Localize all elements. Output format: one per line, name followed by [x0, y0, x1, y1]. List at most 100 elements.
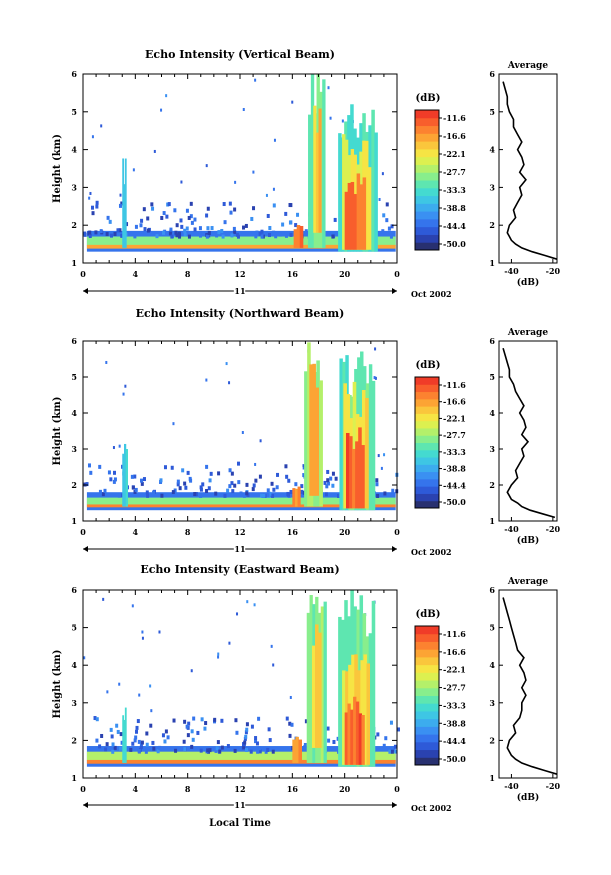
profile-xlabel: (dB) [517, 277, 539, 288]
echo-event-strip [366, 663, 371, 765]
profile-y-tick-label: 2 [489, 220, 495, 230]
clutter-cell [207, 230, 211, 235]
clutter-cell [111, 749, 115, 754]
echo-event-strip [122, 715, 125, 763]
clutter-cell [286, 491, 290, 496]
clutter-cell [285, 716, 289, 721]
clutter-cell [268, 738, 272, 743]
profile-x-tick-label: -20 [546, 781, 561, 791]
clutter-cell [393, 744, 397, 749]
clutter-cell [145, 490, 149, 495]
clutter-cell [242, 225, 246, 230]
clutter-cell [110, 734, 114, 739]
clutter-cell [264, 749, 268, 754]
echo-event-strip [350, 181, 355, 250]
echo-event-strip [350, 709, 354, 765]
colorbar-unit-label: (dB) [416, 93, 441, 104]
clutter-cell [232, 226, 236, 231]
date-bar-arrow-left [83, 546, 88, 552]
isolated-echo-cell [272, 187, 275, 191]
colorbar-frame [414, 625, 440, 766]
clutter-cell [105, 742, 109, 747]
clutter-cell [289, 232, 293, 237]
clutter-cell [274, 234, 278, 239]
clutter-cell [150, 202, 154, 207]
isolated-echo-cell [138, 693, 141, 697]
clutter-cell [226, 488, 230, 493]
clutter-cell [260, 234, 264, 239]
echo-event-strip [298, 739, 302, 763]
echo-event-strip [125, 449, 128, 507]
clutter-cell [105, 232, 109, 237]
clutter-cell [334, 476, 338, 481]
y-tick-label: 3 [71, 444, 77, 454]
isolated-echo-cell [242, 107, 245, 111]
profile-x-tick-label: -40 [504, 781, 519, 791]
clutter-cell [266, 488, 270, 493]
colorbar-label: -27.7 [443, 430, 466, 440]
y-tick-label: 2 [71, 735, 77, 745]
clutter-cell [391, 488, 395, 493]
clutter-cell [139, 223, 143, 228]
clutter-cell [134, 224, 138, 229]
x-tick-label: 0 [80, 784, 86, 794]
clutter-cell [220, 745, 224, 750]
clutter-cell [98, 464, 102, 469]
colorbar-label: -11.6 [443, 380, 466, 390]
clutter-cell [258, 749, 262, 754]
clutter-cell [119, 746, 123, 751]
clutter-cell [185, 226, 189, 231]
clutter-cell [137, 739, 141, 744]
colorbar-swatch [415, 680, 439, 689]
date-label: Oct 2002 [411, 289, 452, 299]
y-axis-label: Height (km) [52, 134, 63, 203]
clutter-cell [331, 483, 335, 488]
clutter-cell [151, 740, 155, 745]
echo-event-strip [347, 182, 352, 250]
colorbar-label: -27.7 [443, 167, 466, 177]
clutter-cell [388, 749, 392, 754]
y-tick-label: 5 [71, 372, 77, 382]
clutter-cell [382, 213, 386, 218]
clutter-cell [223, 493, 227, 498]
isolated-echo-cell [122, 392, 125, 396]
clutter-cell [332, 739, 336, 744]
profile-title: Average [507, 577, 548, 587]
profile-y-tick-label: 6 [489, 585, 495, 595]
echo-event-strip [359, 184, 364, 250]
clutter-cell [300, 484, 304, 489]
clutter-cell [140, 218, 144, 223]
echo-event-strip [358, 713, 362, 765]
colorbar-swatch [415, 734, 439, 743]
clutter-cell [167, 202, 171, 207]
clutter-cell [237, 461, 241, 466]
isolated-echo-cell [131, 604, 134, 608]
echo-event-strip [323, 601, 327, 763]
x-axis-label: Local Time [209, 818, 271, 829]
clutter-cell [300, 489, 304, 494]
profile-title: Average [507, 328, 548, 338]
clutter-cell [113, 470, 117, 475]
clutter-cell [186, 733, 190, 738]
clutter-cell [188, 476, 192, 481]
clutter-cell [189, 214, 193, 219]
colorbar-swatch [415, 384, 439, 393]
clutter-cell [288, 733, 292, 738]
clutter-cell [133, 489, 137, 494]
colorbar-swatch [415, 471, 439, 480]
clutter-cell [181, 468, 185, 473]
clutter-cell [389, 720, 393, 725]
clutter-cell [290, 722, 294, 727]
echo-event-strip [293, 229, 298, 248]
clutter-cell [243, 736, 247, 741]
clutter-cell [136, 719, 140, 724]
x-tick-label: 0 [394, 527, 400, 537]
colorbar-swatch [415, 656, 439, 666]
clutter-cell [217, 230, 221, 235]
clutter-cell [329, 476, 333, 481]
echo-event-strip [307, 342, 311, 507]
clutter-cell [326, 726, 330, 731]
colorbar-label: -16.6 [443, 397, 466, 407]
clutter-cell [113, 745, 117, 750]
clutter-cell [190, 744, 194, 749]
